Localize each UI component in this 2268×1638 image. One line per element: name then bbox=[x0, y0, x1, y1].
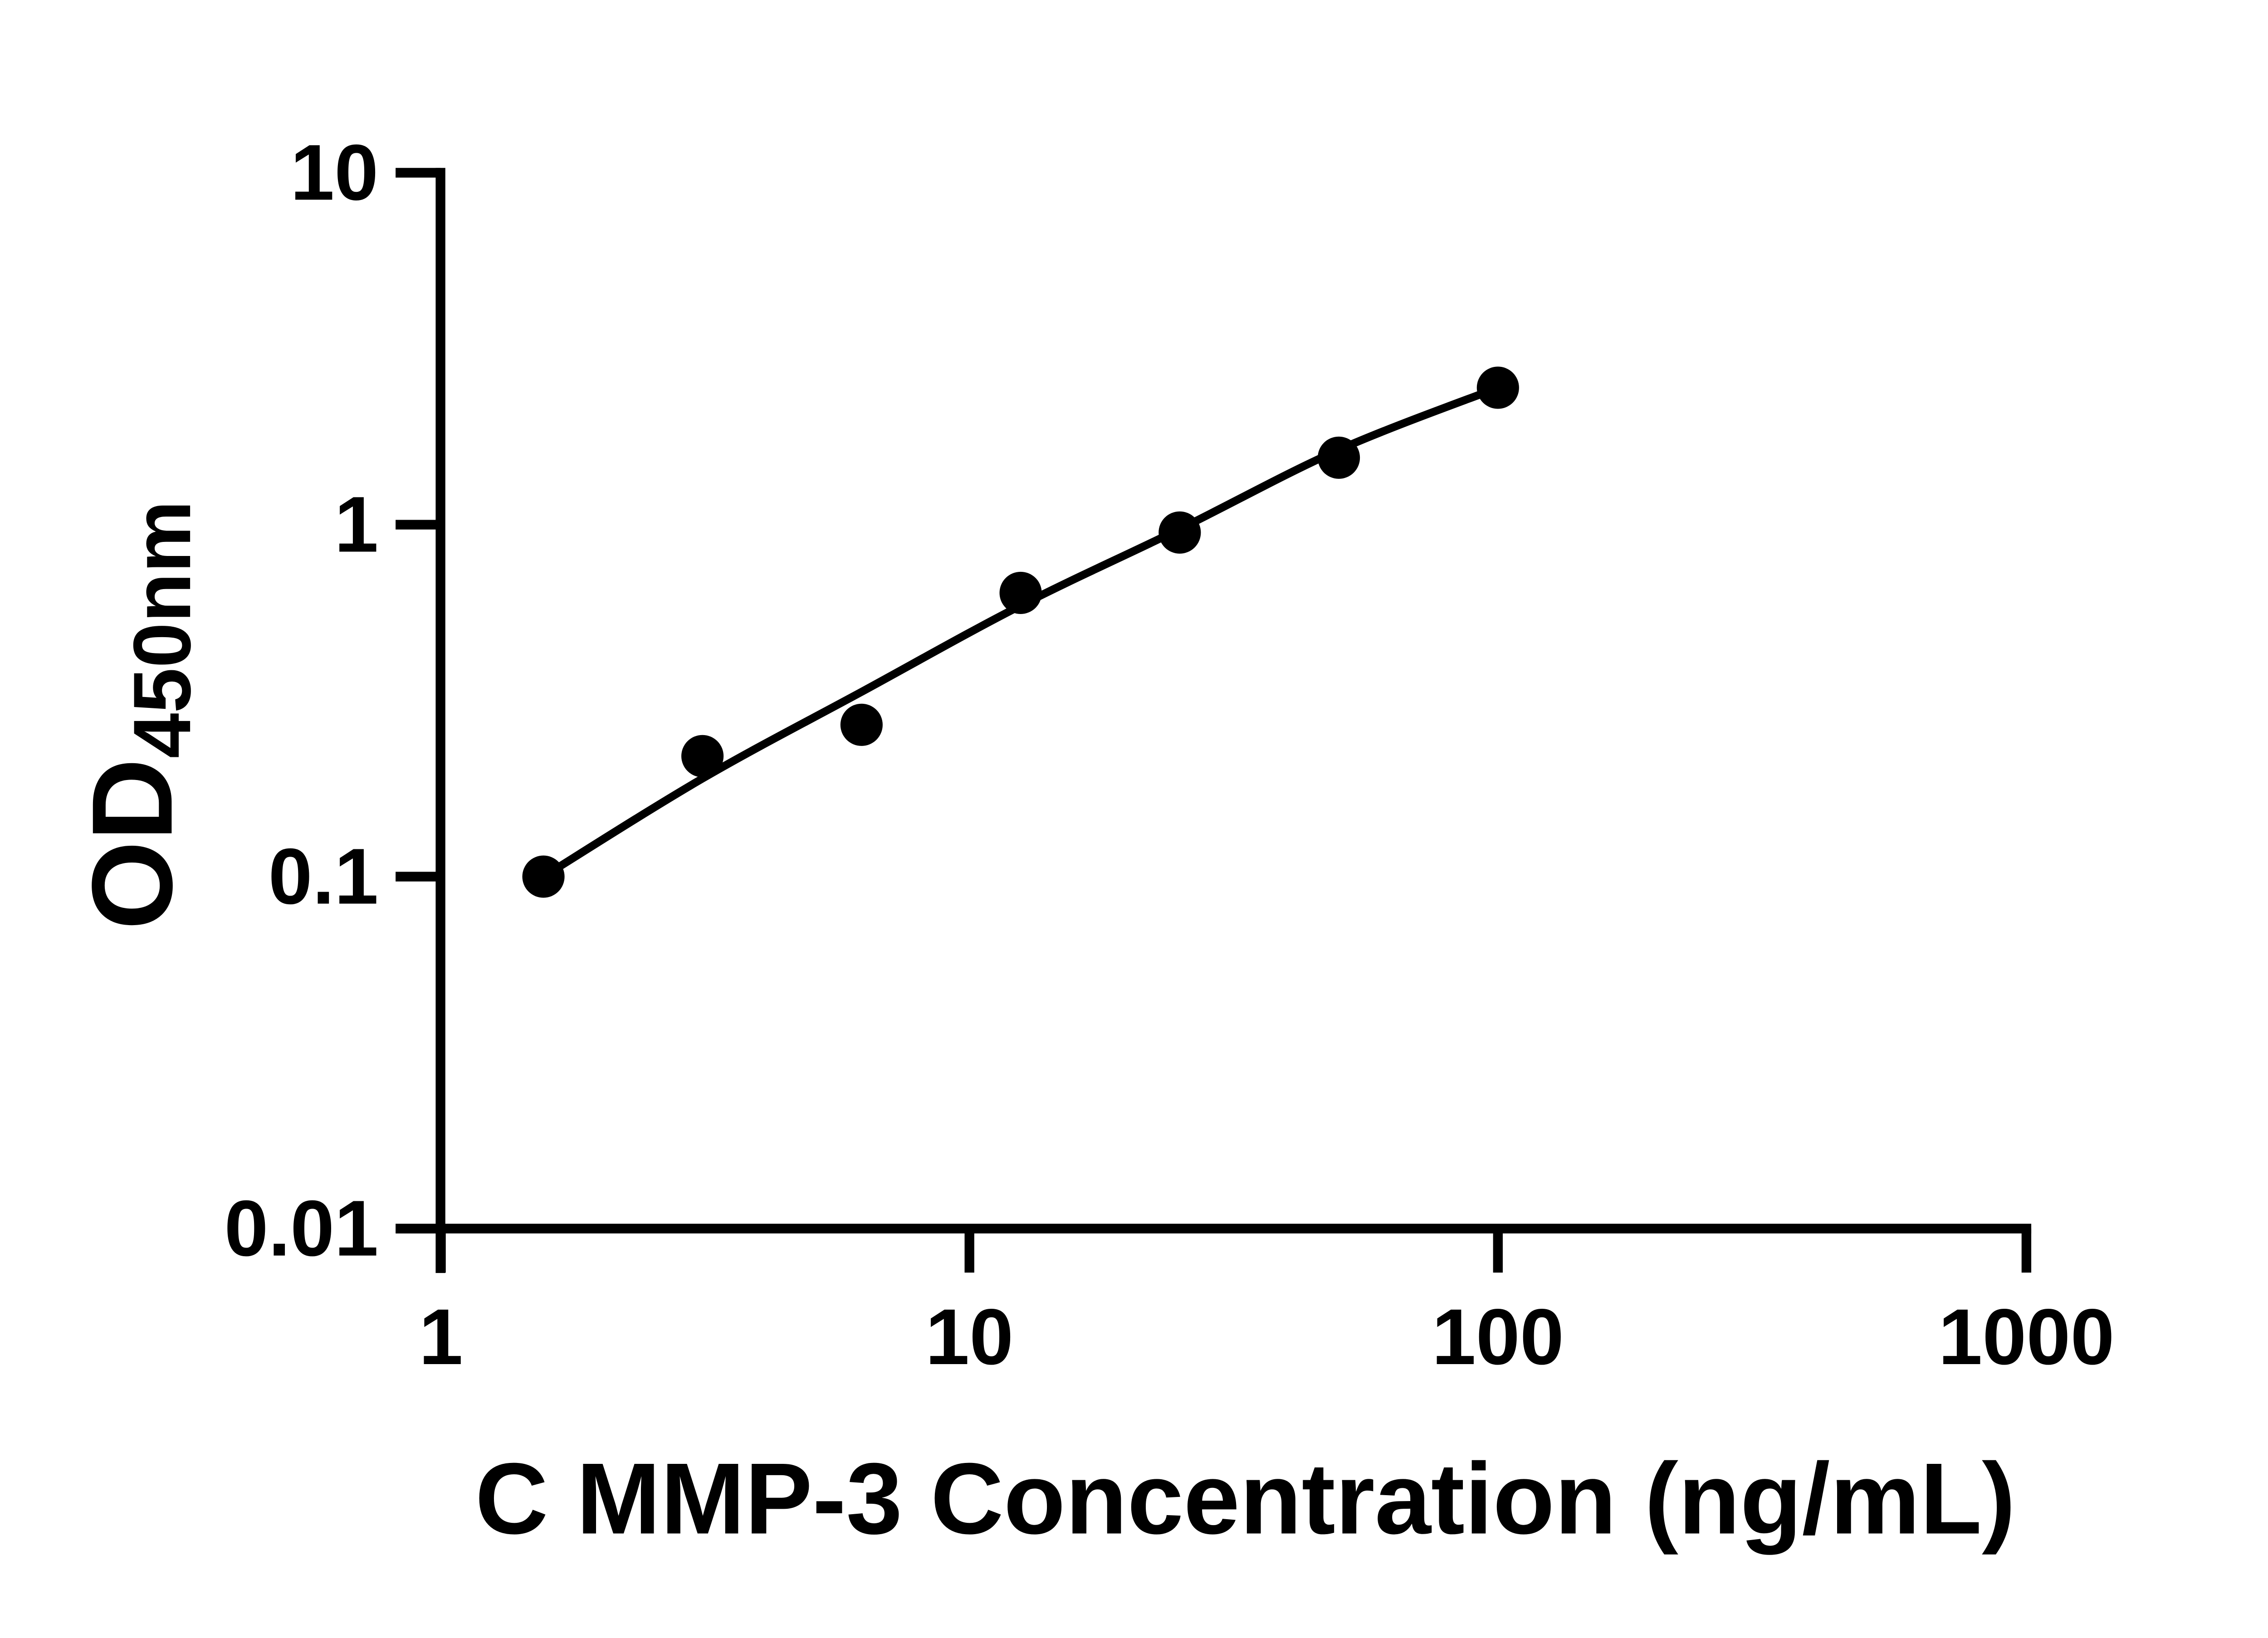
tick-marks bbox=[396, 168, 2032, 1273]
data-point bbox=[999, 571, 1042, 614]
y-tick-label: 0.1 bbox=[269, 833, 379, 921]
y-axis-title: OD450nm bbox=[68, 501, 208, 930]
data-point bbox=[681, 735, 724, 777]
y-tick-label: 1 bbox=[334, 480, 378, 569]
data-point bbox=[1317, 436, 1360, 479]
data-point bbox=[1476, 366, 1519, 409]
plot-area bbox=[522, 366, 1519, 898]
y-tick-label: 0.01 bbox=[224, 1185, 378, 1273]
y-axis-title-main: OD bbox=[68, 758, 196, 930]
data-point bbox=[840, 703, 883, 746]
tick-labels: 10 1 0.1 0.01 1 10 100 1000 bbox=[224, 128, 2114, 1381]
y-axis-title-subscript: 450nm bbox=[117, 501, 208, 759]
y-tick-label: 10 bbox=[290, 128, 378, 217]
x-axis-title: C MMP-3 Concentration (ng/mL) bbox=[475, 1442, 2015, 1555]
data-point bbox=[522, 855, 565, 898]
x-tick-label: 100 bbox=[1432, 1293, 1564, 1381]
x-tick-label: 1000 bbox=[1938, 1293, 2114, 1381]
x-tick-label: 10 bbox=[925, 1293, 1013, 1381]
axes bbox=[396, 168, 2032, 1273]
x-tick-label: 1 bbox=[419, 1293, 463, 1381]
data-point bbox=[1158, 511, 1201, 554]
